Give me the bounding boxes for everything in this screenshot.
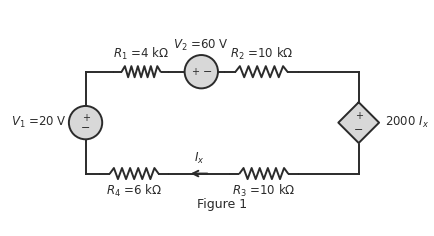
Text: $R_4$ =6 kΩ: $R_4$ =6 kΩ [106, 183, 162, 199]
Circle shape [69, 106, 102, 139]
Text: −: − [354, 125, 363, 135]
Text: $R_3$ =10 kΩ: $R_3$ =10 kΩ [232, 183, 296, 199]
Text: $V_2$ =60 V: $V_2$ =60 V [173, 38, 229, 53]
Text: +: + [191, 67, 199, 77]
Text: +: + [355, 111, 363, 121]
Text: $V_1$ =20 V: $V_1$ =20 V [11, 115, 67, 130]
Text: $R_1$ =4 kΩ: $R_1$ =4 kΩ [113, 46, 169, 63]
Circle shape [184, 55, 218, 88]
Text: $R_2$ =10 kΩ: $R_2$ =10 kΩ [230, 46, 293, 63]
Text: $I_x$: $I_x$ [194, 151, 204, 166]
Text: −: − [203, 67, 213, 77]
Text: −: − [81, 123, 90, 133]
Text: 2000 $I_x$: 2000 $I_x$ [385, 115, 429, 130]
Polygon shape [339, 102, 379, 143]
Text: Figure 1: Figure 1 [197, 198, 247, 211]
Text: +: + [82, 113, 89, 123]
